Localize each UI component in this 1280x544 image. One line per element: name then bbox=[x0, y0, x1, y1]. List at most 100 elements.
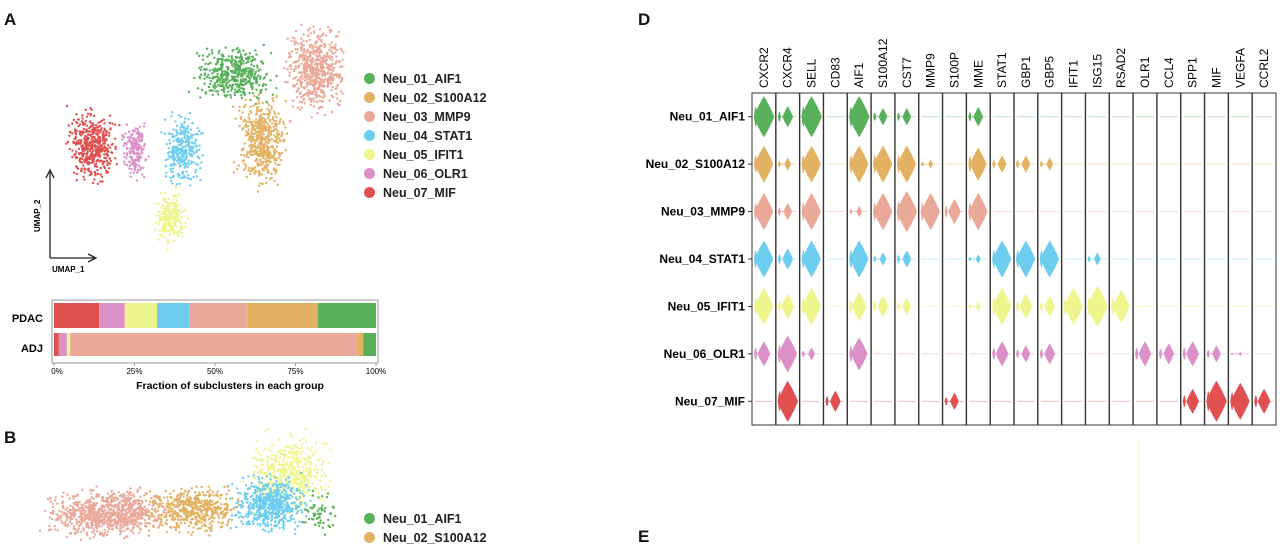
umap-point bbox=[271, 116, 275, 119]
umap-point bbox=[106, 522, 109, 525]
umap-point bbox=[112, 499, 116, 503]
umap-point bbox=[304, 463, 307, 466]
umap-point bbox=[90, 526, 94, 529]
umap-point bbox=[248, 166, 251, 170]
umap-point bbox=[242, 62, 245, 65]
bar-segment bbox=[58, 333, 67, 356]
umap-point bbox=[88, 537, 92, 540]
umap-point bbox=[296, 459, 300, 463]
umap-point bbox=[106, 499, 109, 502]
umap-point bbox=[168, 209, 171, 213]
umap-point bbox=[139, 135, 142, 138]
umap-point bbox=[249, 77, 252, 80]
x-tick-label: 75% bbox=[287, 367, 303, 376]
umap-point bbox=[264, 121, 268, 124]
umap-point bbox=[122, 537, 126, 540]
umap-point bbox=[69, 504, 72, 508]
umap-point bbox=[100, 119, 104, 123]
umap-point bbox=[287, 455, 290, 459]
umap-point bbox=[249, 143, 252, 146]
umap-point bbox=[324, 34, 328, 37]
umap-point bbox=[260, 173, 264, 176]
umap-point bbox=[217, 51, 220, 55]
umap-point bbox=[186, 491, 190, 494]
umap-point bbox=[172, 230, 176, 233]
umap-point bbox=[237, 491, 240, 495]
umap-point bbox=[259, 75, 262, 79]
umap-point bbox=[248, 152, 252, 156]
umap-point bbox=[223, 73, 226, 76]
umap-point bbox=[211, 77, 215, 80]
umap-point bbox=[86, 147, 90, 150]
umap-point bbox=[153, 509, 156, 512]
umap-point bbox=[220, 68, 223, 71]
umap-point bbox=[261, 182, 264, 186]
umap-point bbox=[82, 175, 85, 178]
umap-point bbox=[309, 463, 312, 466]
umap-point bbox=[174, 514, 178, 517]
umap-point bbox=[293, 40, 296, 43]
umap-point bbox=[77, 118, 80, 121]
umap-point bbox=[235, 487, 239, 490]
umap-point bbox=[221, 516, 225, 519]
umap-point bbox=[203, 520, 207, 523]
umap-point bbox=[103, 160, 106, 163]
umap-point bbox=[297, 87, 300, 90]
umap-point bbox=[91, 181, 95, 185]
umap-point bbox=[172, 526, 176, 529]
umap-point bbox=[77, 147, 81, 151]
umap-point bbox=[230, 78, 233, 82]
umap-point bbox=[295, 489, 299, 492]
umap-point bbox=[99, 144, 103, 148]
umap-point bbox=[170, 510, 173, 513]
umap-point bbox=[146, 521, 150, 525]
umap-point bbox=[159, 523, 162, 526]
umap-point bbox=[243, 162, 246, 166]
umap-point bbox=[77, 141, 80, 144]
umap-point bbox=[302, 39, 305, 42]
umap-point bbox=[83, 137, 87, 141]
umap-point bbox=[294, 521, 297, 524]
umap-point bbox=[198, 75, 201, 79]
umap-point bbox=[250, 153, 253, 157]
umap-point bbox=[257, 102, 261, 105]
umap-point bbox=[94, 140, 98, 143]
umap-point bbox=[263, 118, 267, 121]
umap-point bbox=[190, 136, 194, 139]
umap-point bbox=[92, 528, 96, 531]
umap-point bbox=[334, 87, 337, 91]
umap-point bbox=[80, 147, 84, 150]
umap-point bbox=[168, 213, 171, 216]
umap-point bbox=[274, 520, 277, 524]
umap-point bbox=[239, 78, 243, 81]
umap-point bbox=[291, 454, 295, 457]
umap-point bbox=[129, 494, 133, 497]
umap-point bbox=[209, 80, 213, 83]
x-tick-label: 100% bbox=[366, 367, 386, 376]
umap-point bbox=[111, 122, 114, 125]
umap-point bbox=[63, 512, 66, 515]
umap-point bbox=[104, 169, 108, 172]
umap-point bbox=[62, 491, 65, 495]
umap-point bbox=[290, 434, 294, 438]
umap-point bbox=[90, 511, 94, 515]
umap-point bbox=[288, 506, 292, 510]
umap-point bbox=[180, 493, 183, 496]
umap-point bbox=[315, 93, 318, 96]
umap-point bbox=[88, 130, 91, 133]
umap-point bbox=[171, 170, 174, 174]
umap-point bbox=[183, 166, 187, 169]
umap-point bbox=[98, 509, 101, 512]
umap-point bbox=[111, 496, 114, 499]
umap-point bbox=[65, 512, 69, 515]
umap-point bbox=[167, 510, 170, 514]
umap-point bbox=[188, 520, 192, 524]
umap-point bbox=[184, 145, 187, 149]
umap-point bbox=[249, 98, 252, 102]
umap-point bbox=[236, 46, 239, 50]
umap-point bbox=[72, 527, 75, 530]
umap-point bbox=[113, 504, 116, 508]
umap-point bbox=[260, 472, 263, 475]
umap-point bbox=[172, 135, 175, 138]
umap-point bbox=[120, 514, 123, 518]
